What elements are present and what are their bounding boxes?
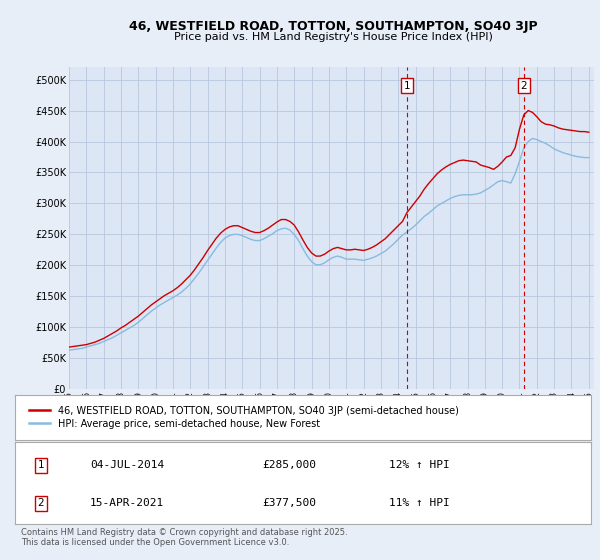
Text: 12% ↑ HPI: 12% ↑ HPI	[389, 460, 450, 470]
Text: 2: 2	[38, 498, 44, 508]
Text: 15-APR-2021: 15-APR-2021	[90, 498, 164, 508]
Text: Contains HM Land Registry data © Crown copyright and database right 2025.
This d: Contains HM Land Registry data © Crown c…	[21, 528, 347, 548]
Text: 2: 2	[521, 81, 527, 91]
Text: £377,500: £377,500	[263, 498, 317, 508]
Text: 11% ↑ HPI: 11% ↑ HPI	[389, 498, 450, 508]
Text: 46, WESTFIELD ROAD, TOTTON, SOUTHAMPTON, SO40 3JP: 46, WESTFIELD ROAD, TOTTON, SOUTHAMPTON,…	[128, 20, 538, 32]
Text: Price paid vs. HM Land Registry's House Price Index (HPI): Price paid vs. HM Land Registry's House …	[173, 32, 493, 43]
Text: £285,000: £285,000	[263, 460, 317, 470]
Legend: 46, WESTFIELD ROAD, TOTTON, SOUTHAMPTON, SO40 3JP (semi-detached house), HPI: Av: 46, WESTFIELD ROAD, TOTTON, SOUTHAMPTON,…	[26, 403, 461, 432]
Text: 1: 1	[38, 460, 44, 470]
Text: 04-JUL-2014: 04-JUL-2014	[90, 460, 164, 470]
Text: 1: 1	[404, 81, 410, 91]
